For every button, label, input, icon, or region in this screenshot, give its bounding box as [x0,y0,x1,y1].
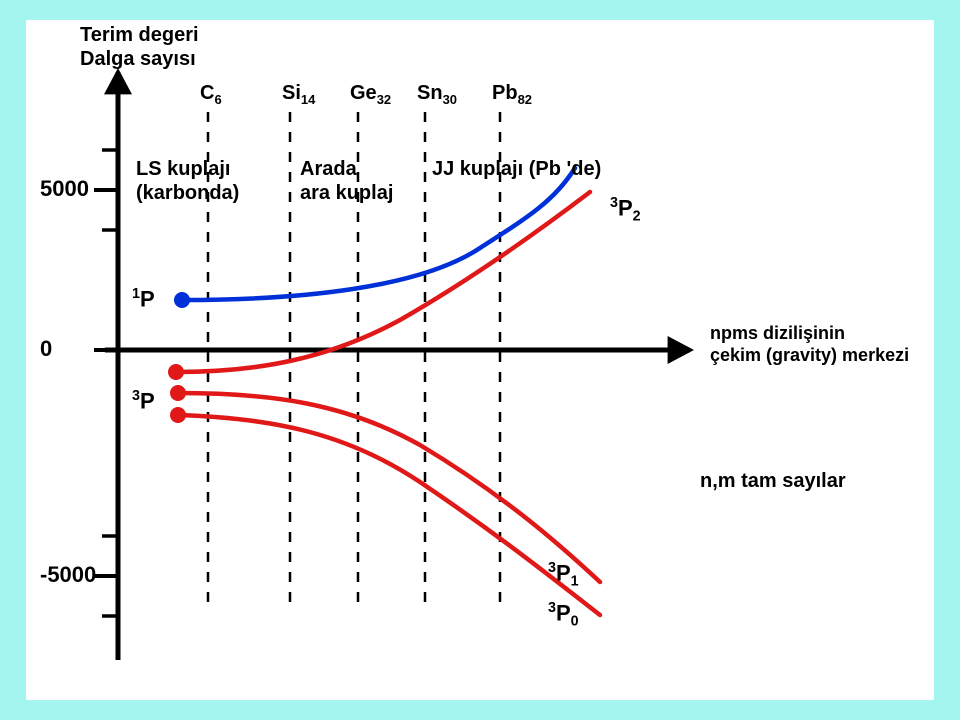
text-label: C6 [200,82,222,107]
text-label: Si14 [282,82,315,107]
text-label: -5000 [40,562,96,588]
text-label: çekim (gravity) merkezi [710,345,909,366]
text-label: 3P1 [548,560,579,590]
text-label: 3P2 [610,195,641,225]
text-label: Dalga sayısı [80,48,196,71]
text-label: Ge32 [350,82,391,107]
text-label: npms dizilişinin [710,323,845,344]
text-label: ara kuplaj [300,182,393,205]
text-label: 3P [132,388,155,414]
text-label: Sn30 [417,82,457,107]
text-label: Terim degeri [80,24,199,47]
text-label: Arada [300,158,357,181]
text-label: (karbonda) [136,182,239,205]
text-label: 5000 [40,176,89,202]
text-label: LS kuplajı [136,158,230,181]
text-label: 0 [40,336,52,362]
chart-container: { "canvas": { "w": 960, "h": 720, "outer… [0,0,960,720]
text-label: n,m tam sayılar [700,470,846,493]
text-label: Pb82 [492,82,532,107]
text-label: 1P [132,286,155,312]
text-label: 3P0 [548,600,579,630]
text-label: JJ kuplajı (Pb 'de) [432,158,601,181]
